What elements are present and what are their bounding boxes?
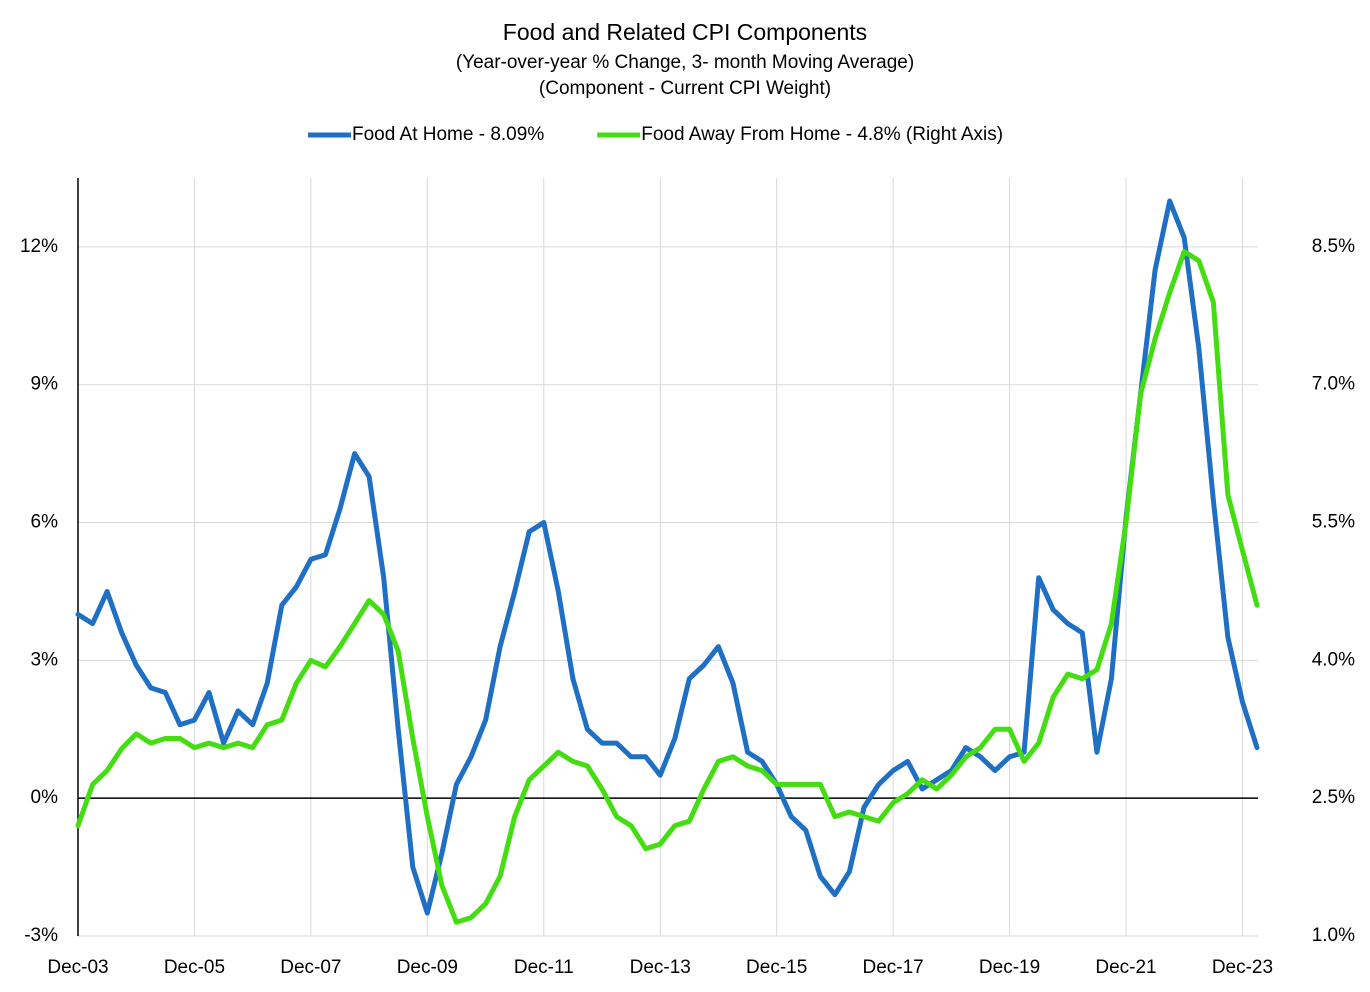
y2-tick-label: 7.0%	[1312, 374, 1355, 395]
y2-tick-label: 4.0%	[1312, 649, 1355, 670]
series-line	[75, 249, 1260, 925]
x-tick-label: Dec-11	[514, 957, 574, 978]
x-tick-label: Dec-15	[746, 957, 807, 978]
x-tick-label: Dec-03	[47, 957, 108, 978]
x-tick-label: Dec-07	[280, 957, 341, 978]
y-tick-label: 12%	[20, 236, 58, 257]
x-tick-label: Dec-17	[862, 957, 923, 978]
y2-tick-label: 2.5%	[1312, 787, 1355, 808]
y-tick-label: 3%	[31, 649, 59, 670]
legend-label: Food At Home - 8.09%	[352, 124, 544, 145]
y2-tick-label: 1.0%	[1312, 925, 1355, 946]
x-tick-label: Dec-19	[979, 957, 1040, 978]
y-tick-label: 9%	[31, 374, 59, 395]
y2-tick-label: 5.5%	[1312, 512, 1355, 533]
chart-subtitle: (Year-over-year % Change, 3- month Movin…	[456, 52, 914, 73]
x-tick-label: Dec-13	[630, 957, 691, 978]
y-tick-label: 0%	[31, 787, 59, 808]
series-line	[75, 198, 1260, 916]
y2-tick-label: 8.5%	[1312, 236, 1355, 257]
legend-label: Food Away From Home - 4.8% (Right Axis)	[641, 124, 1003, 145]
x-tick-label: Dec-05	[164, 957, 225, 978]
y-tick-label: -3%	[24, 925, 58, 946]
x-tick-label: Dec-21	[1095, 957, 1156, 978]
x-tick-label: Dec-23	[1212, 957, 1273, 978]
chart-title: Food and Related CPI Components	[503, 19, 867, 45]
y-tick-label: 6%	[31, 512, 59, 533]
x-tick-label: Dec-09	[397, 957, 458, 978]
chart-subtitle: (Component - Current CPI Weight)	[539, 78, 831, 99]
